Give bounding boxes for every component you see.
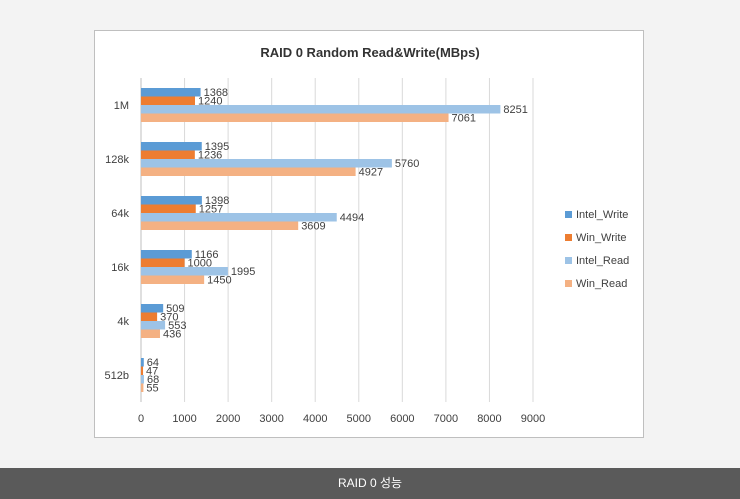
bar xyxy=(141,113,449,122)
x-tick-label: 4000 xyxy=(303,413,327,425)
category-label: 512b xyxy=(105,370,129,382)
data-label: 1257 xyxy=(199,204,223,216)
bar xyxy=(141,267,228,276)
category-label: 64k xyxy=(111,208,129,220)
bar xyxy=(141,196,202,205)
bar xyxy=(141,358,144,367)
data-label: 5760 xyxy=(395,158,419,170)
legend-swatch xyxy=(565,234,572,241)
bar xyxy=(141,383,144,392)
data-label: 1368 xyxy=(204,87,228,99)
bar xyxy=(141,321,166,330)
bar-chart: 0 1000 2000 3000 4000 5000 6000 7000 8000 9000 1M 1… xyxy=(105,78,629,425)
data-label: 55 xyxy=(146,383,158,395)
bar xyxy=(141,142,202,151)
legend-label: Win_Read xyxy=(576,278,627,290)
data-label: 1398 xyxy=(205,195,229,207)
legend-swatch xyxy=(565,280,572,287)
x-tick-label: 6000 xyxy=(390,413,414,425)
data-label: 8251 xyxy=(503,104,527,116)
category-label: 1M xyxy=(114,100,129,112)
legend-label: Intel_Read xyxy=(576,255,629,267)
data-label: 68 xyxy=(147,374,159,386)
data-label: 1450 xyxy=(207,275,231,287)
x-tick-label: 0 xyxy=(138,413,144,425)
bar xyxy=(141,213,337,222)
data-label: 4494 xyxy=(340,212,364,224)
bar xyxy=(141,150,195,159)
bar xyxy=(141,96,196,105)
data-label: 1995 xyxy=(231,266,255,278)
data-label: 1000 xyxy=(188,258,212,270)
bar xyxy=(141,204,196,213)
bar xyxy=(141,221,299,230)
legend-label: Intel_Write xyxy=(576,209,628,221)
x-tick-label: 2000 xyxy=(216,413,240,425)
category-label: 128k xyxy=(105,154,129,166)
data-label: 509 xyxy=(166,303,184,315)
chart-title: RAID 0 Random Read&Write(MBps) xyxy=(260,45,480,60)
x-tick-label: 3000 xyxy=(259,413,283,425)
bar xyxy=(141,258,185,267)
bar xyxy=(141,88,201,97)
image-caption: RAID 0 성능 xyxy=(0,468,740,499)
x-tick-label: 1000 xyxy=(172,413,196,425)
data-label: 3609 xyxy=(301,221,325,233)
data-label: 47 xyxy=(146,366,158,378)
bar xyxy=(141,375,144,384)
data-label: 436 xyxy=(163,329,181,341)
legend-swatch xyxy=(565,211,572,218)
category-label: 4k xyxy=(117,316,129,328)
bar xyxy=(141,159,392,168)
bar xyxy=(141,312,158,321)
bar xyxy=(141,275,205,284)
x-tick-label: 8000 xyxy=(477,413,501,425)
bar xyxy=(141,250,192,259)
legend-swatch xyxy=(565,257,572,264)
data-label: 1236 xyxy=(198,150,222,162)
x-tick-label: 9000 xyxy=(521,413,545,425)
bar xyxy=(141,105,501,114)
data-label: 1395 xyxy=(205,141,229,153)
legend-label: Win_Write xyxy=(576,232,627,244)
x-tick-label: 7000 xyxy=(434,413,458,425)
bar xyxy=(141,329,160,338)
bar xyxy=(141,304,164,313)
chart-frame: RAID 0 Random Read&Write(MBps) 0 1000 2000… xyxy=(94,30,644,438)
data-label: 7061 xyxy=(452,113,476,125)
bar xyxy=(141,366,144,375)
data-label: 64 xyxy=(147,357,159,369)
data-label: 4927 xyxy=(359,167,383,179)
data-label: 370 xyxy=(160,312,178,324)
bar xyxy=(141,167,356,176)
data-label: 1166 xyxy=(195,249,219,261)
x-tick-label: 5000 xyxy=(347,413,371,425)
data-label: 553 xyxy=(168,320,186,332)
data-label: 1240 xyxy=(198,96,222,108)
category-label: 16k xyxy=(111,262,129,274)
